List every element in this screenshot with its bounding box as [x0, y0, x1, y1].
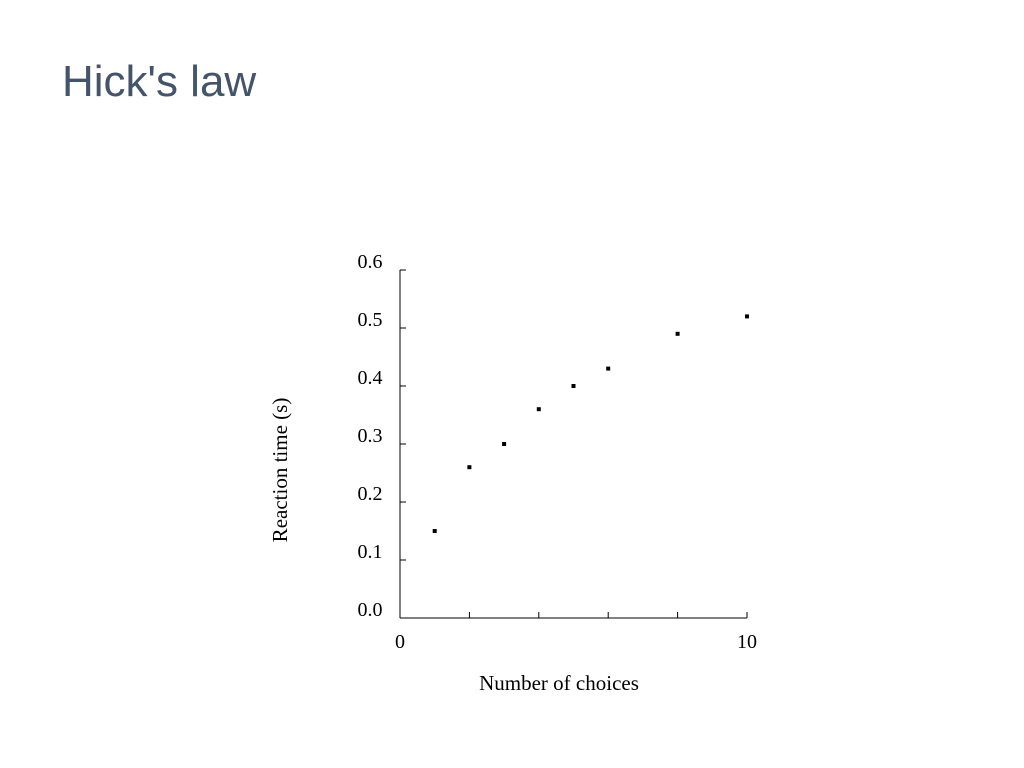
x-tick-label: 10: [737, 631, 757, 653]
y-tick-label: 0.5: [358, 309, 383, 331]
data-point: [502, 442, 507, 446]
chart-tick-labels: 0.0 0.1 0.2 0.3 0.4 0.5 0.6 0 10: [358, 251, 758, 653]
data-point: [745, 314, 749, 319]
chart-points: [432, 314, 749, 533]
data-point: [606, 366, 611, 371]
data-point: [571, 384, 576, 388]
data-point: [536, 407, 541, 412]
data-point: [432, 529, 437, 533]
x-tick-label: 0: [395, 631, 405, 653]
y-tick-label: 0.3: [358, 425, 383, 447]
chart-ticks: [400, 269, 748, 619]
x-axis-label: Number of choices: [479, 671, 639, 695]
y-tick-label: 0.1: [358, 541, 383, 563]
data-point: [675, 331, 680, 336]
y-tick-label: 0.0: [358, 599, 383, 621]
slide-title: Hick's law: [62, 57, 257, 106]
data-point: [467, 465, 472, 470]
y-tick-label: 0.2: [358, 483, 383, 505]
y-tick-label: 0.4: [358, 367, 383, 389]
chart-axes: [399, 270, 747, 619]
y-tick-label: 0.6: [358, 251, 383, 273]
y-axis-label: Reaction time (s): [268, 398, 292, 543]
